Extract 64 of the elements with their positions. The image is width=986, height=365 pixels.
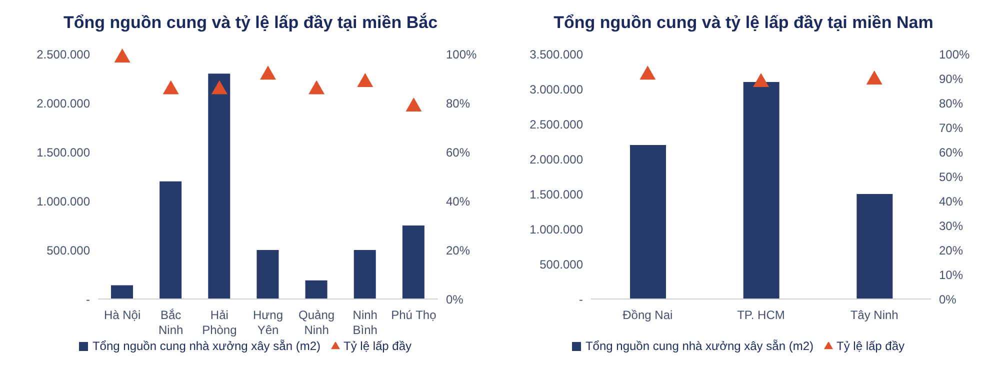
x-tick-label: Bắc Ninh [158,308,184,337]
y2-tick-label: 100% [939,47,970,62]
bar [256,250,279,299]
bar [111,285,133,299]
x-tick-label: Hà Nội [104,308,141,322]
bar [856,194,893,299]
bar [305,280,328,299]
bar [160,181,182,299]
y2-tick-label: 80% [939,96,964,110]
y2-tick-label: 60% [446,145,470,160]
point [211,80,228,94]
legend-label: Tỷ lệ lấp đầy [836,339,905,353]
y-tick-label: 2.000.000 [36,96,90,110]
y-tick-label: - [579,292,583,306]
y2-tick-label: 10% [939,268,964,282]
x-tick-label: Hải Phòng [202,308,237,337]
bar [208,74,230,299]
chart-title: Tổng nguồn cung và tỷ lệ lấp đầy tại miền Bắc [62,12,439,34]
x-tick-label: Quảng Ninh [298,308,335,337]
point [162,80,179,94]
y2-tick-label: 0% [939,292,957,306]
point [308,80,325,94]
chart-title: Tổng nguồn cung và tỷ lệ lấp đầy tại miền Nam [552,12,934,34]
y-tick-label: - [86,292,90,306]
y-tick-label: 1.000.000 [530,222,584,236]
y-tick-label: 3.500.000 [530,47,584,62]
point [114,48,130,62]
legend-label: Tổng nguồn cung nhà xưởng xây sẵn (m2) [585,339,814,353]
x-tick-label: Đồng Nai [622,308,673,322]
y-tick-label: 1.500.000 [36,145,90,160]
bar [402,226,424,299]
y-tick-label: 2.500.000 [36,47,90,62]
y2-tick-label: 80% [446,96,470,110]
y-tick-label: 2.500.000 [530,117,584,132]
point [357,72,374,87]
y2-tick-label: 90% [939,72,964,86]
y2-tick-label: 70% [939,120,964,135]
y-tick-label: 1.000.000 [36,194,90,208]
y2-tick-label: 20% [446,243,470,258]
y-tick-label: 2.000.000 [530,152,584,166]
bar [354,250,376,299]
y-tick-label: 500.000 [46,243,90,258]
y-tick-label: 500.000 [540,257,584,272]
bar [743,82,780,299]
x-tick-label: Tây Ninh [850,308,898,322]
x-tick-label: TP. HCM [737,308,785,322]
y-tick-label: 1.500.000 [530,187,584,202]
y2-tick-label: 40% [939,194,964,208]
y2-tick-label: 0% [446,292,464,306]
y-tick-label: 3.000.000 [530,82,584,96]
legend-label: Tỷ lệ lấp đầy [344,339,412,353]
x-tick-label: Ninh Bình [352,308,378,337]
point [406,97,422,112]
y2-tick-label: 40% [446,194,470,208]
y2-tick-label: 50% [939,170,964,184]
y2-tick-label: 60% [939,145,964,160]
point [260,66,276,80]
x-tick-label: Phú Thọ [391,308,437,322]
y2-tick-label: 20% [939,243,964,258]
y2-tick-label: 100% [446,47,478,62]
y2-tick-label: 30% [939,218,964,233]
bar [630,145,666,299]
x-tick-label: Hưng Yên [252,308,284,337]
legend-label: Tổng nguồn cung nhà xưởng xây sẵn (m2) [92,339,320,353]
